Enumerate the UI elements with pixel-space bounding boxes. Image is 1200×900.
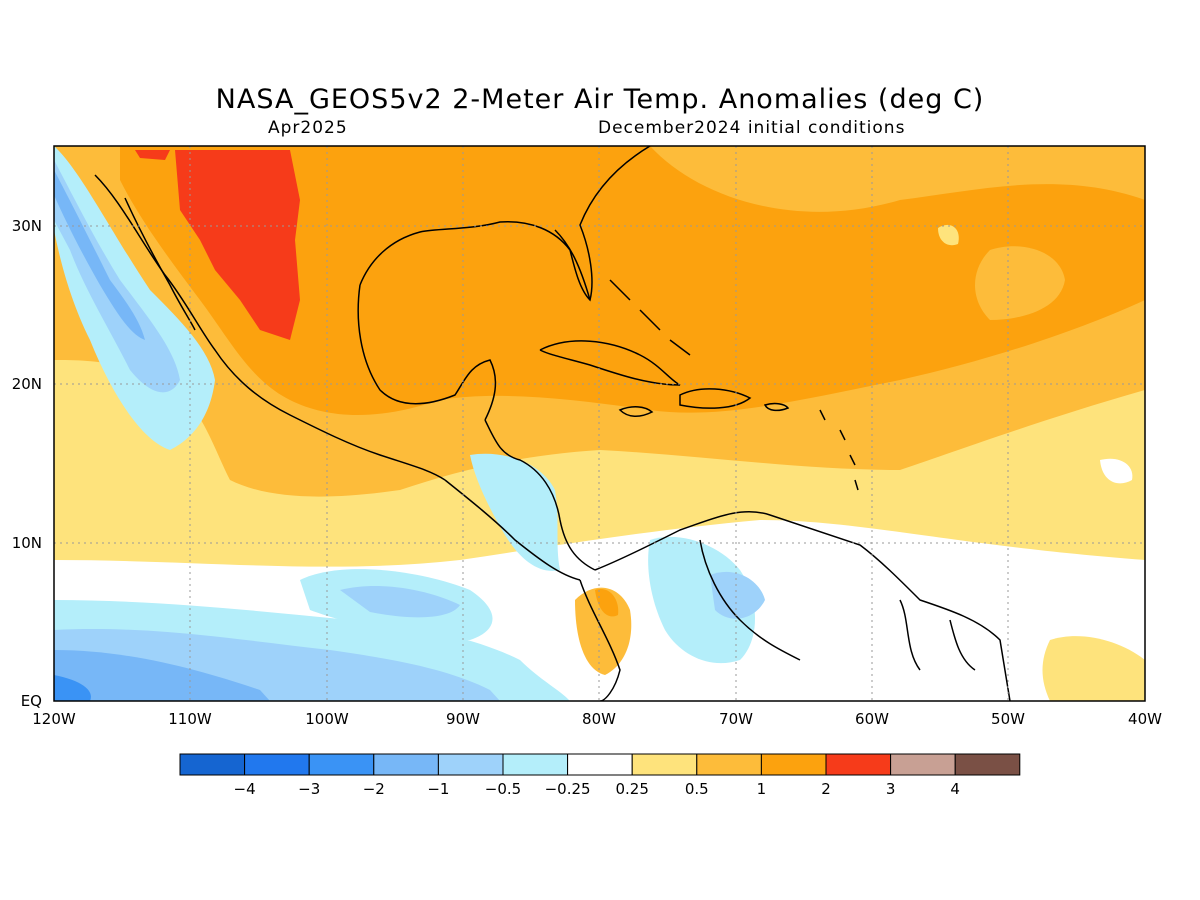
colorbar-swatch [373, 753, 439, 776]
colorbar-swatch [179, 753, 246, 776]
colorbar-swatch [244, 753, 310, 776]
graticule [54, 146, 1145, 701]
lat-label: 30N [12, 217, 42, 235]
map-title: NASA_GEOS5v2 2-Meter Air Temp. Anomalies… [215, 84, 985, 115]
colorbar: −4 −3 −2 −1 −0.5 −0.25 0.25 0.5 1 2 3 4 [179, 753, 1021, 798]
colorbar-tick-label: 3 [886, 780, 896, 798]
lon-label: 100W [305, 710, 349, 728]
lon-label: 70W [719, 710, 753, 728]
lon-label: 60W [855, 710, 889, 728]
colorbar-tick-label: 0.5 [685, 780, 709, 798]
lon-label: 120W [32, 710, 76, 728]
colorbar-swatch [308, 753, 375, 776]
colorbar-tick-label: 4 [950, 780, 960, 798]
colorbar-tick-label: 0.25 [615, 780, 648, 798]
initial-conditions: December2024 initial conditions [598, 118, 906, 138]
lon-label: 80W [582, 710, 616, 728]
colorbar-tick-label: −3 [298, 780, 320, 798]
coastlines [94, 146, 1011, 701]
lat-label: 10N [12, 534, 42, 552]
lat-label: 20N [12, 375, 42, 393]
colorbar-swatch [631, 753, 698, 776]
colorbar-swatch [502, 753, 569, 776]
colorbar-tick-label: −0.5 [485, 780, 521, 798]
colorbar-swatch [696, 753, 762, 776]
colorbar-tick-label: −1 [427, 780, 449, 798]
colorbar-tick-label: 1 [757, 780, 767, 798]
lon-label: 90W [446, 710, 480, 728]
lon-label: 40W [1128, 710, 1162, 728]
anomaly-field [54, 146, 1145, 701]
forecast-month: Apr2025 [268, 118, 348, 138]
lon-axis: 120W 110W 100W 90W 80W 70W 60W 50W 40W [32, 710, 1162, 728]
colorbar-swatch [437, 753, 504, 776]
lon-label: 50W [991, 710, 1025, 728]
colorbar-tick-label: −2 [363, 780, 385, 798]
colorbar-tick-label: 2 [821, 780, 831, 798]
lat-axis: 30N 20N 10N EQ [12, 217, 42, 710]
colorbar-swatch [760, 753, 827, 776]
lat-label: EQ [21, 692, 42, 710]
colorbar-swatch [825, 753, 892, 776]
colorbar-swatch [890, 753, 956, 776]
colorbar-swatch [954, 753, 1021, 776]
map-frame [53, 145, 1146, 702]
colorbar-swatch [567, 753, 633, 776]
colorbar-tick-label: −0.25 [545, 780, 591, 798]
colorbar-tick-label: −4 [234, 780, 256, 798]
lon-label: 110W [168, 710, 212, 728]
